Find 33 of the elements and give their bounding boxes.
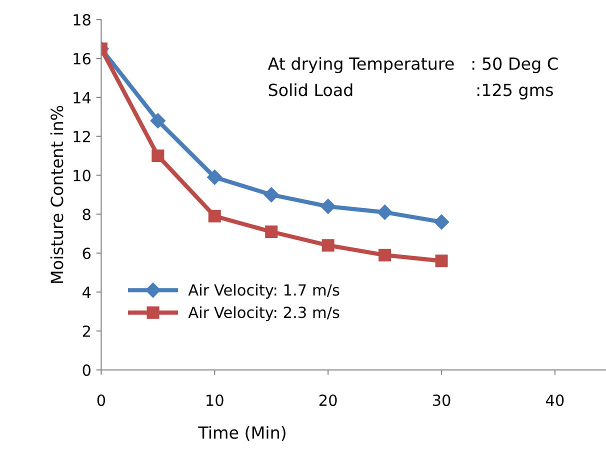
y-tick-label: 18 xyxy=(74,14,90,26)
y-tick-label: 4 xyxy=(82,286,91,298)
x-tick-label: 0 xyxy=(97,394,106,406)
x-axis-title: Time (Min) xyxy=(198,426,286,441)
y-tick-label: 12 xyxy=(74,130,90,142)
annotation: At drying Temperature : 50 Deg C xyxy=(268,57,558,74)
x-tick-label: 40 xyxy=(546,394,564,406)
point xyxy=(322,239,334,252)
y-axis-title: Moisture Content in% xyxy=(50,106,64,283)
annotation: Solid Load :125 gms xyxy=(268,83,553,100)
point xyxy=(264,187,279,202)
point xyxy=(434,214,450,230)
point xyxy=(265,225,278,238)
legend-label: Air Velocity: 2.3 m/s xyxy=(188,306,340,322)
y-tick-label: 6 xyxy=(82,248,91,260)
point xyxy=(152,150,164,162)
point xyxy=(435,254,448,268)
y-tick-label: 10 xyxy=(74,170,90,182)
y-tick-label: 14 xyxy=(74,92,91,104)
x-tick-label: 30 xyxy=(432,394,450,406)
x-tick-label: 20 xyxy=(319,394,337,406)
x-tick-label: 10 xyxy=(206,394,224,406)
point xyxy=(208,210,221,222)
point xyxy=(150,113,166,128)
point xyxy=(207,170,222,185)
y-tick-label: 0 xyxy=(82,364,90,376)
point xyxy=(378,248,392,262)
y-tick-label: 8 xyxy=(82,208,90,220)
point xyxy=(320,198,336,214)
legend-label: Air Velocity: 1.7 m/s xyxy=(188,284,340,299)
point xyxy=(377,204,392,220)
y-tick-label: 16 xyxy=(74,52,91,65)
y-tick-label: 2 xyxy=(82,325,90,337)
